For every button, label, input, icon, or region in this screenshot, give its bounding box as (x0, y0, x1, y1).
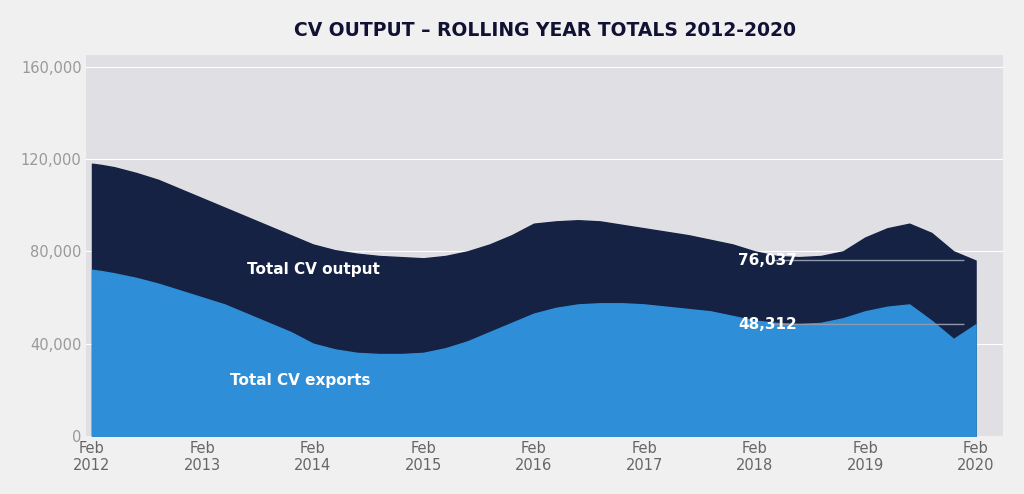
Text: 76,037: 76,037 (738, 253, 797, 268)
Text: 48,312: 48,312 (738, 317, 797, 332)
Title: CV OUTPUT – ROLLING YEAR TOTALS 2012-2020: CV OUTPUT – ROLLING YEAR TOTALS 2012-202… (294, 21, 796, 40)
Text: Total CV output: Total CV output (247, 262, 380, 278)
Text: Total CV exports: Total CV exports (230, 373, 371, 388)
